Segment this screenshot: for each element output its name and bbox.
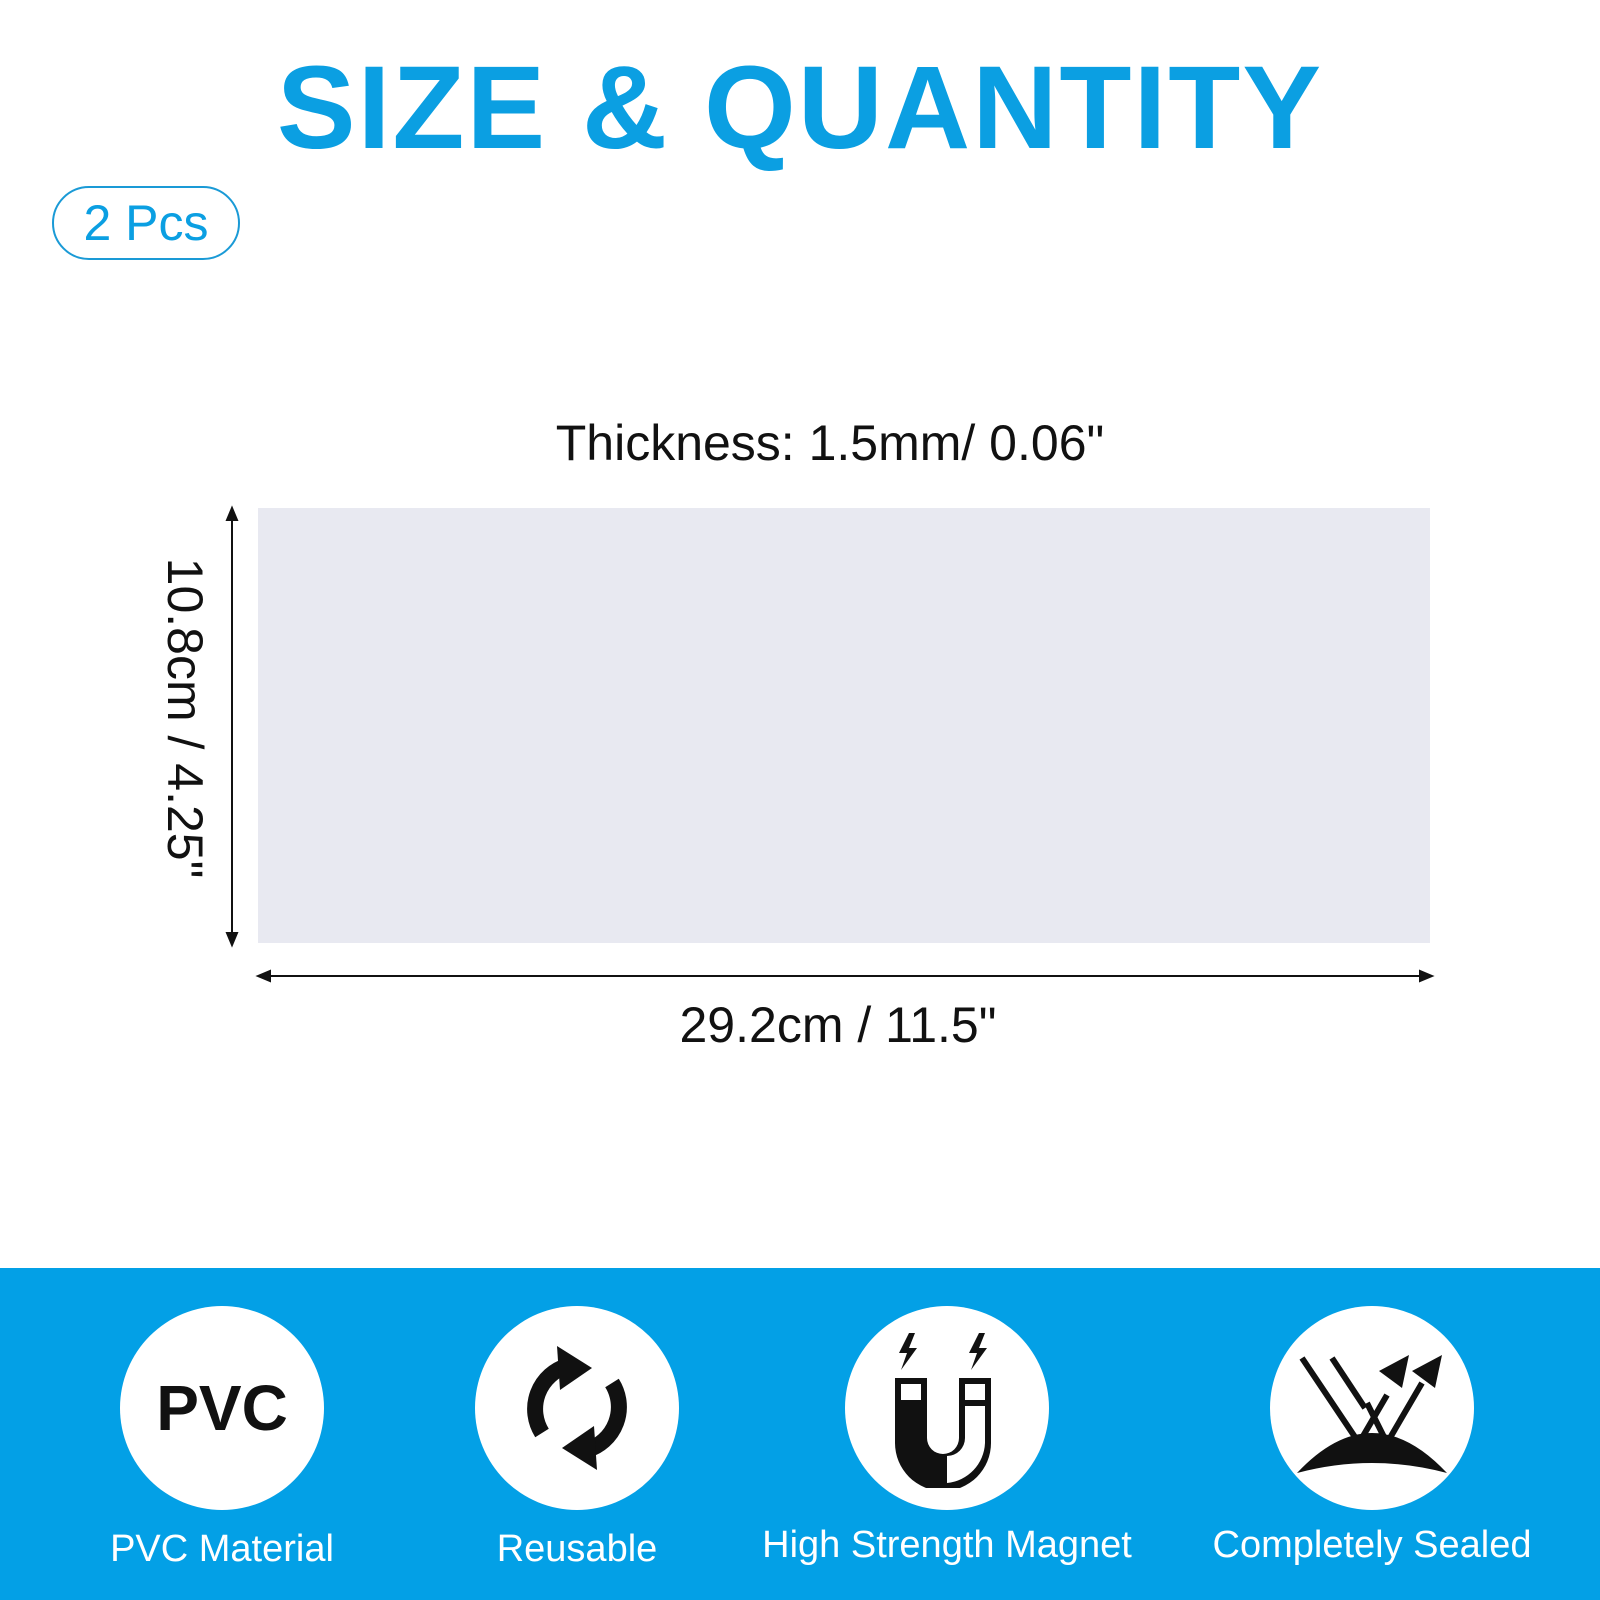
sealed-icon [1270, 1306, 1474, 1510]
magnet-icon [845, 1306, 1049, 1510]
width-label: 29.2cm / 11.5" [679, 997, 997, 1053]
refresh-icon [475, 1306, 679, 1510]
product-sheet [258, 508, 1430, 943]
dimension-arrows [225, 505, 1435, 983]
pvc-icon-text: PVC [156, 1372, 288, 1444]
page-title: SIZE & QUANTITY [276, 42, 1324, 174]
height-label: 10.8cm / 4.25" [157, 557, 213, 879]
quantity-badge: 2 Pcs [52, 186, 240, 260]
feature-label-sealed: Completely Sealed [1212, 1524, 1532, 1566]
feature-label-magnet: High Strength Magnet [762, 1524, 1132, 1566]
feature-label-reusable: Reusable [496, 1528, 658, 1570]
thickness-label: Thickness: 1.5mm/ 0.06" [555, 415, 1105, 471]
feature-label-pvc: PVC Material [110, 1528, 334, 1570]
pvc-icon: PVC [120, 1306, 324, 1510]
